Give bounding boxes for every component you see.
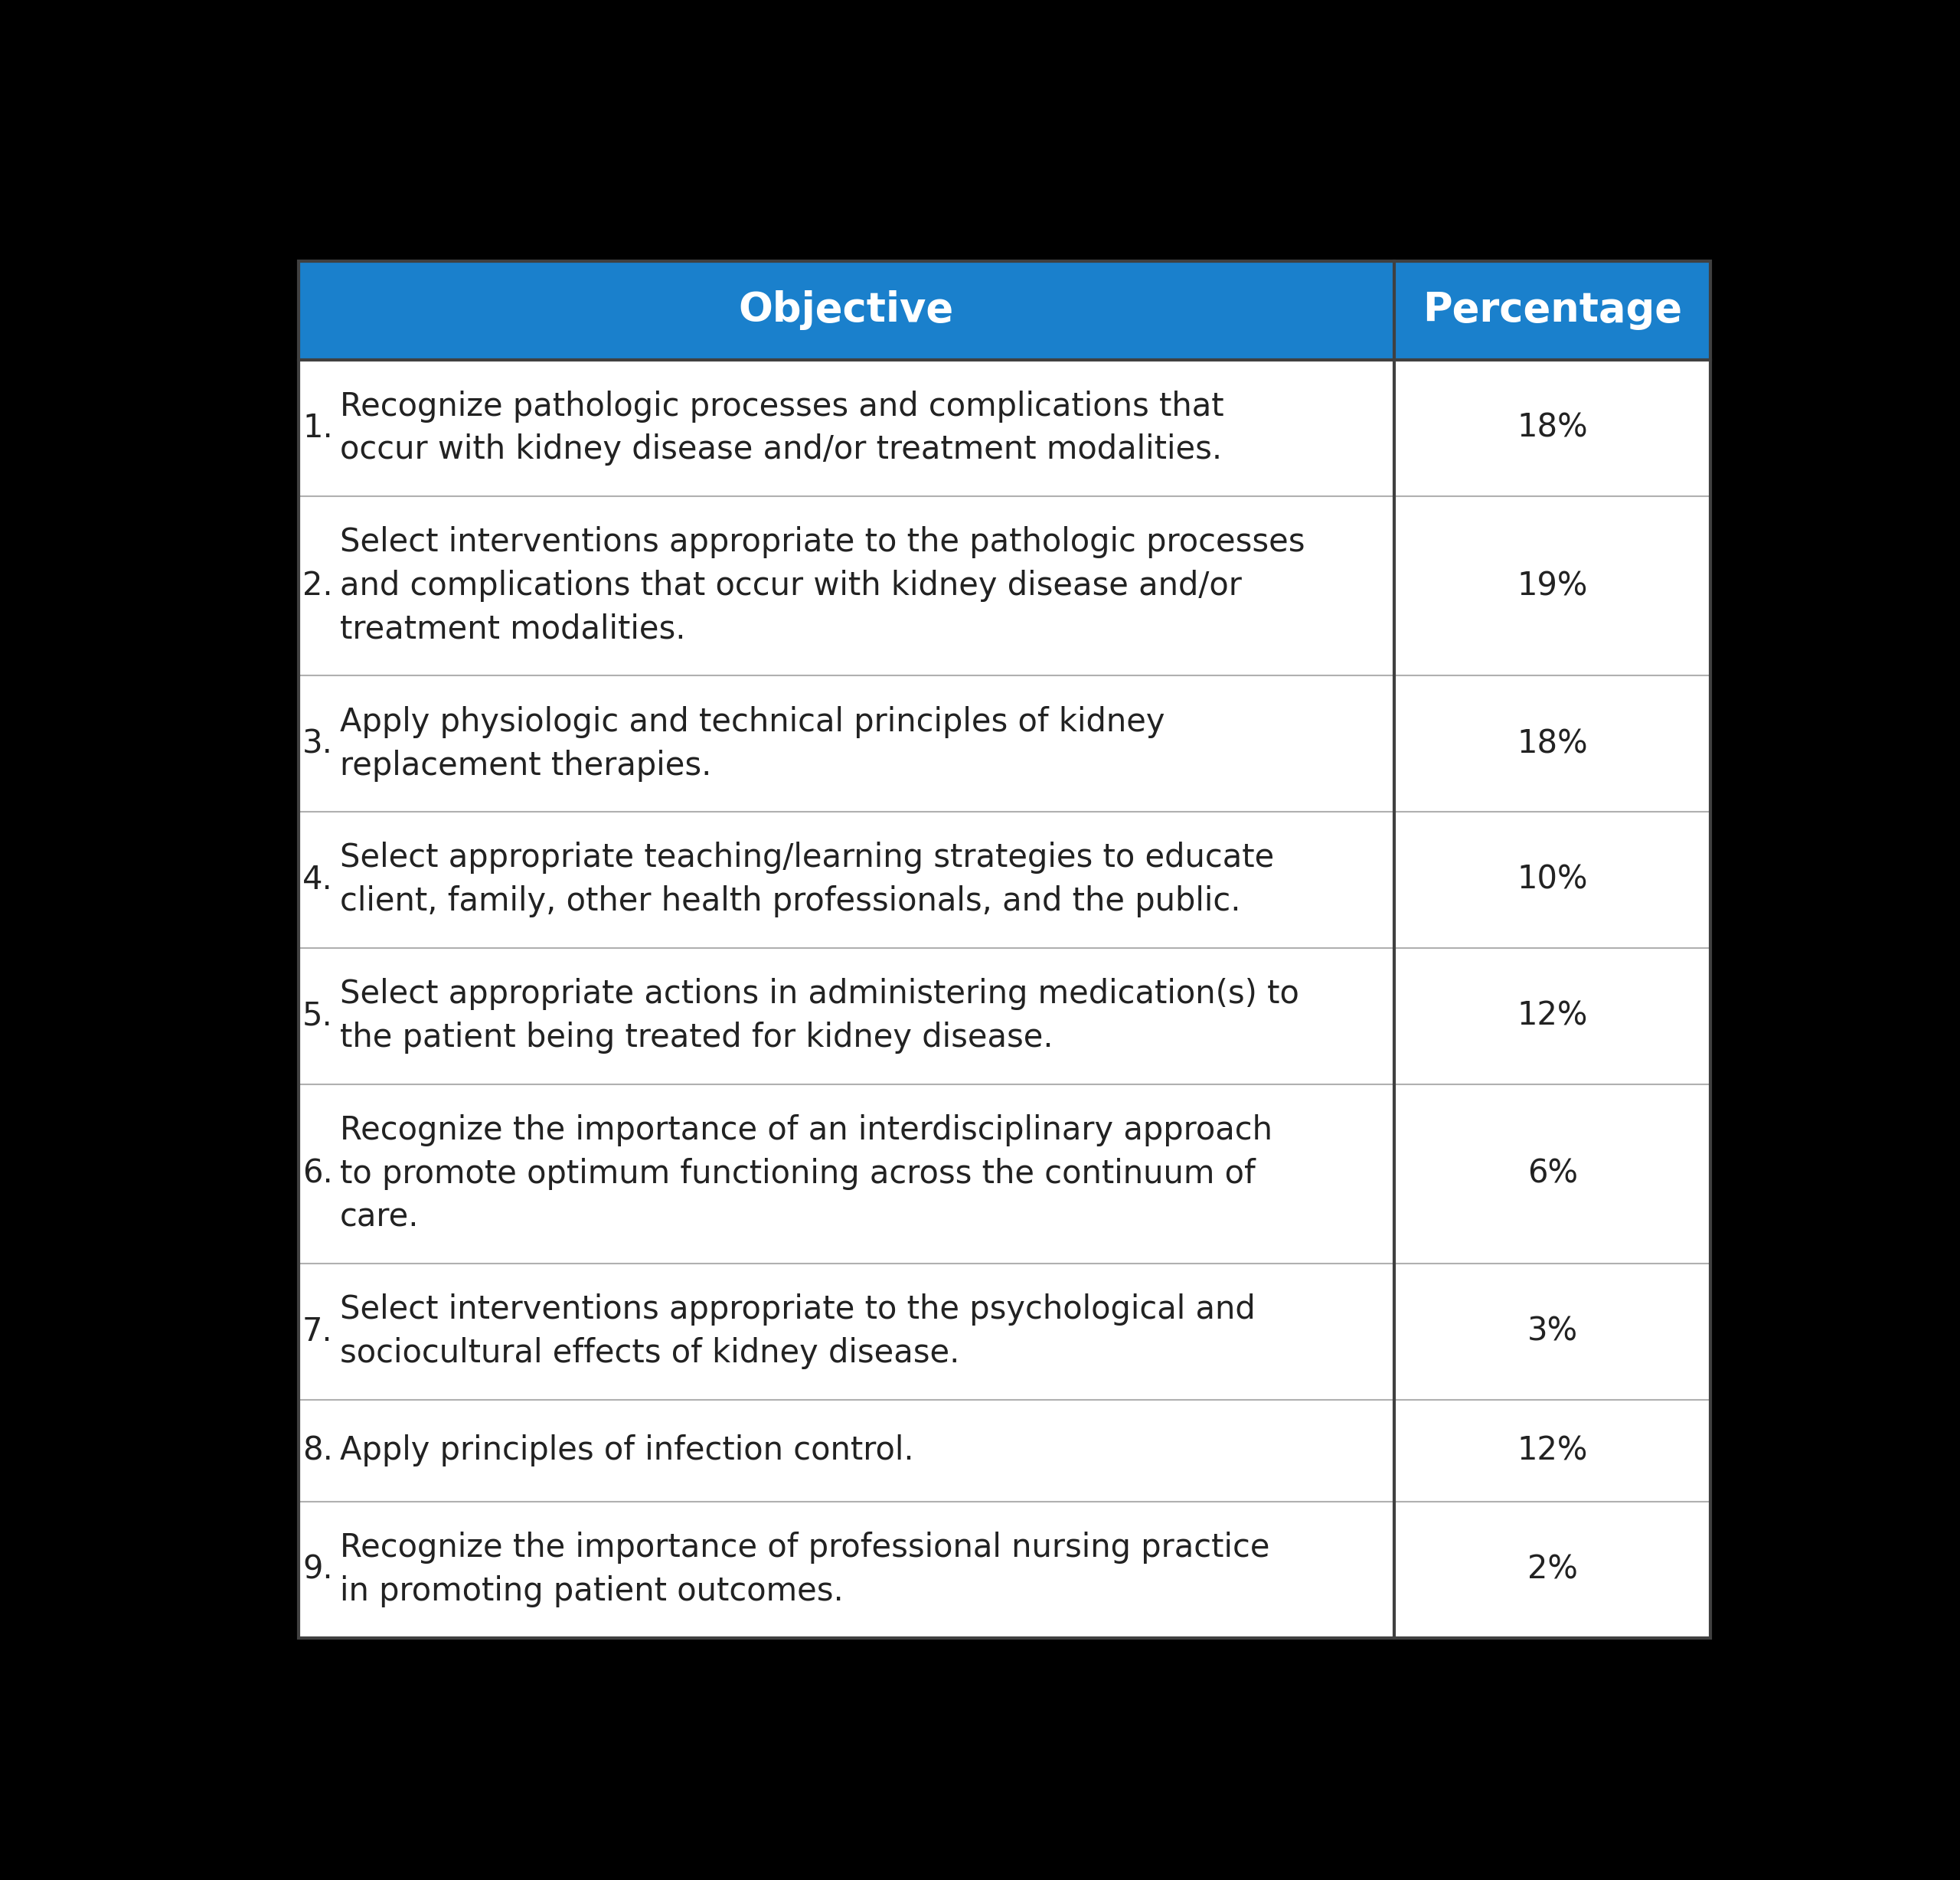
Text: 2%: 2%	[1527, 1553, 1578, 1587]
Bar	[298, 675, 1394, 812]
Bar	[298, 1399, 1394, 1502]
Bar	[1394, 1085, 1711, 1263]
Text: Apply principles of infection control.: Apply principles of infection control.	[339, 1434, 913, 1466]
Text: 6.: 6.	[302, 1158, 333, 1190]
Text: 5.: 5.	[302, 1000, 333, 1032]
Text: Recognize the importance of professional nursing practice
in promoting patient o: Recognize the importance of professional…	[339, 1532, 1270, 1607]
Text: 8.: 8.	[302, 1434, 333, 1466]
Bar	[1394, 1399, 1711, 1502]
Text: Recognize pathologic processes and complications that
occur with kidney disease : Recognize pathologic processes and compl…	[339, 391, 1223, 466]
Text: Select appropriate actions in administering medication(s) to
the patient being t: Select appropriate actions in administer…	[339, 978, 1299, 1055]
Text: 4.: 4.	[302, 863, 333, 897]
Bar	[298, 496, 1394, 675]
Text: 3.: 3.	[302, 728, 333, 760]
Text: 12%: 12%	[1517, 1434, 1588, 1466]
Bar	[298, 812, 1394, 948]
Bar	[1394, 359, 1711, 496]
Bar	[298, 261, 1711, 359]
Bar	[298, 1085, 1394, 1263]
Bar	[298, 1502, 1394, 1637]
Text: 3%: 3%	[1527, 1316, 1578, 1348]
Bar	[298, 948, 1394, 1085]
Bar	[298, 359, 1394, 496]
Bar	[1394, 675, 1711, 812]
Text: 12%: 12%	[1517, 1000, 1588, 1032]
Text: 2.: 2.	[302, 570, 333, 602]
Text: 18%: 18%	[1517, 728, 1588, 760]
Text: 19%: 19%	[1517, 570, 1588, 602]
Text: Apply physiologic and technical principles of kidney
replacement therapies.: Apply physiologic and technical principl…	[339, 705, 1164, 782]
Text: Percentage: Percentage	[1423, 291, 1682, 331]
Bar	[1394, 948, 1711, 1085]
Bar	[1394, 496, 1711, 675]
Text: Objective: Objective	[739, 291, 955, 331]
Text: Recognize the importance of an interdisciplinary approach
to promote optimum fun: Recognize the importance of an interdisc…	[339, 1115, 1272, 1233]
Text: Select interventions appropriate to the psychological and
sociocultural effects : Select interventions appropriate to the …	[339, 1293, 1256, 1369]
Bar	[1394, 1502, 1711, 1637]
Text: 9.: 9.	[302, 1553, 333, 1587]
Text: 1.: 1.	[302, 412, 333, 444]
Text: Select interventions appropriate to the pathologic processes
and complications t: Select interventions appropriate to the …	[339, 526, 1305, 645]
Text: 6%: 6%	[1527, 1158, 1578, 1190]
Bar	[298, 1263, 1394, 1399]
Bar	[1394, 812, 1711, 948]
Text: 10%: 10%	[1517, 863, 1588, 897]
Text: 7.: 7.	[302, 1316, 333, 1348]
Bar	[1394, 1263, 1711, 1399]
Text: Select appropriate teaching/learning strategies to educate
client, family, other: Select appropriate teaching/learning str…	[339, 842, 1274, 917]
Text: 18%: 18%	[1517, 412, 1588, 444]
